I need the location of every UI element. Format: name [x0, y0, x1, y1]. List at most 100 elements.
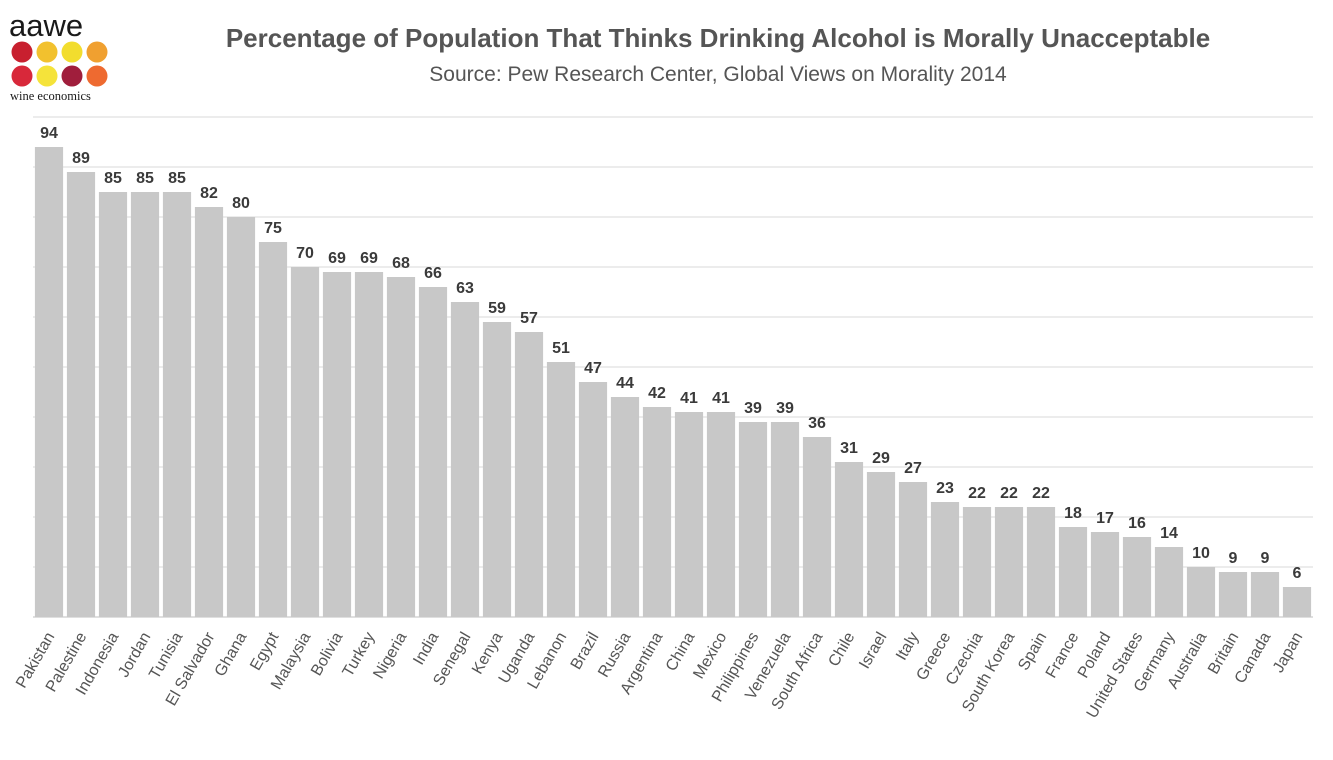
bar [738, 422, 768, 617]
bar [98, 192, 128, 617]
bar [162, 192, 192, 617]
value-label: 22 [1000, 485, 1018, 502]
bar [450, 302, 480, 617]
logo-dot [86, 65, 108, 87]
value-label: 6 [1293, 565, 1302, 582]
value-label: 47 [584, 360, 602, 377]
value-label: 68 [392, 255, 410, 272]
value-label: 17 [1096, 510, 1114, 527]
bar [802, 437, 832, 617]
value-label: 9 [1261, 550, 1270, 567]
logo-dots [11, 41, 108, 87]
value-label: 10 [1192, 545, 1210, 562]
value-label: 66 [424, 265, 442, 282]
value-label: 36 [808, 415, 826, 432]
chart-subtitle: Source: Pew Research Center, Global View… [429, 63, 1007, 86]
logo-dot [11, 41, 33, 63]
value-label: 41 [680, 390, 698, 407]
bar [514, 332, 544, 617]
bar [386, 277, 416, 617]
logo-dot [61, 65, 83, 87]
gridlines [33, 116, 1313, 618]
bar [994, 507, 1024, 617]
bar [354, 272, 384, 617]
value-label: 69 [328, 250, 346, 267]
bar [1218, 572, 1248, 617]
logo: aawe wine economics [9, 8, 108, 103]
bar [546, 362, 576, 617]
bar [1058, 527, 1088, 617]
value-label: 41 [712, 390, 730, 407]
value-label: 16 [1128, 515, 1146, 532]
bar [1154, 547, 1184, 617]
value-label: 94 [40, 125, 58, 142]
bar [706, 412, 736, 617]
value-label: 9 [1229, 550, 1238, 567]
bar [1186, 567, 1216, 617]
bar [66, 172, 96, 617]
bar [866, 472, 896, 617]
bar [642, 407, 672, 617]
value-label: 85 [168, 170, 186, 187]
bar [1026, 507, 1056, 617]
value-label: 29 [872, 450, 890, 467]
value-label: 51 [552, 340, 570, 357]
value-label: 69 [360, 250, 378, 267]
category-label: Brazil [568, 630, 603, 673]
value-label: 63 [456, 280, 474, 297]
value-label: 75 [264, 220, 282, 237]
bar [258, 242, 288, 617]
value-label: 31 [840, 440, 858, 457]
value-label: 39 [744, 400, 762, 417]
value-label: 44 [616, 375, 634, 392]
value-label: 85 [104, 170, 122, 187]
logo-dot [36, 41, 58, 63]
bar [898, 482, 928, 617]
bar [290, 267, 320, 617]
category-label: Italy [893, 630, 922, 664]
bar [610, 397, 640, 617]
bar [1122, 537, 1152, 617]
logo-wordmark: aawe [9, 8, 83, 43]
bar [834, 462, 864, 617]
category-label: Japan [1270, 630, 1307, 676]
category-label: Chile [826, 629, 859, 669]
bar [226, 217, 256, 617]
bars [34, 147, 1312, 617]
bar [674, 412, 704, 617]
bar [130, 192, 160, 617]
bar [194, 207, 224, 617]
category-label: Israel [856, 630, 890, 672]
value-label: 39 [776, 400, 794, 417]
bar [418, 287, 448, 617]
logo-dot [11, 65, 33, 87]
value-label: 27 [904, 460, 922, 477]
value-label: 42 [648, 385, 666, 402]
bar [1090, 532, 1120, 617]
bar [322, 272, 352, 617]
value-label: 70 [296, 245, 314, 262]
logo-dot [86, 41, 108, 63]
chart-title: Percentage of Population That Thinks Dri… [226, 23, 1210, 53]
category-label: Ghana [212, 629, 251, 679]
value-label: 22 [968, 485, 986, 502]
value-label: 59 [488, 300, 506, 317]
bar [962, 507, 992, 617]
bar [578, 382, 608, 617]
bar [34, 147, 64, 617]
category-label: India [410, 629, 442, 668]
value-label: 80 [232, 195, 250, 212]
value-label: 23 [936, 480, 954, 497]
bar [1282, 587, 1312, 617]
value-label: 22 [1032, 485, 1050, 502]
bar [930, 502, 960, 617]
value-label: 89 [72, 150, 90, 167]
value-label: 82 [200, 185, 218, 202]
value-label: 18 [1064, 505, 1082, 522]
logo-subtitle: wine economics [10, 89, 91, 103]
value-label: 14 [1160, 525, 1178, 542]
value-label: 57 [520, 310, 538, 327]
logo-dot [36, 65, 58, 87]
